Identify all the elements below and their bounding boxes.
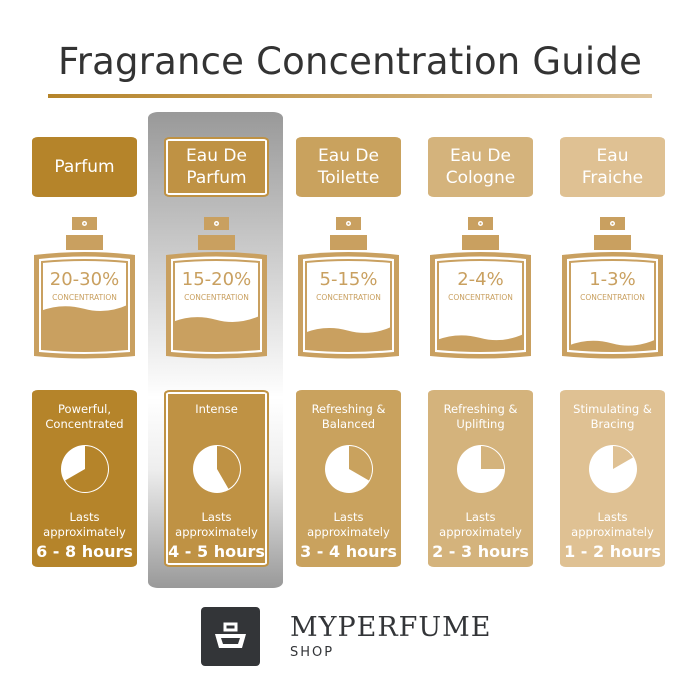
fragrance-column: Eau De Toilette 5-15% CONCENTRATION Refr… [296, 137, 401, 567]
type-name: Eau De Parfum [186, 146, 247, 188]
lasts-label: Lasts approximately [175, 510, 258, 539]
lasts-label: Lasts approximately [307, 510, 390, 539]
lasts-label: Lasts approximately [439, 510, 522, 539]
brand-sub: SHOP [290, 645, 335, 660]
concentration-label: CONCENTRATION [316, 293, 381, 302]
concentration-label: CONCENTRATION [184, 293, 249, 302]
liquid-level [173, 315, 260, 350]
fragrance-column: Parfum 20-30% CONCENTRATION Powerful, Co… [32, 137, 137, 567]
longevity-card: Refreshing & Uplifting Lasts approximate… [428, 390, 533, 567]
liquid-level [569, 339, 656, 350]
hours-value: 4 - 5 hours [168, 542, 265, 561]
description: Refreshing & Uplifting [443, 402, 518, 431]
concentration-label: CONCENTRATION [448, 293, 513, 302]
longevity-card: Powerful, Concentrated Lasts approximate… [32, 390, 137, 567]
type-header: Eau De Parfum [164, 137, 269, 197]
type-header: Eau Fraiche [560, 137, 665, 197]
basket-icon [201, 607, 260, 666]
hours-value: 2 - 3 hours [432, 542, 529, 561]
clock-pie-icon [456, 445, 505, 493]
description: Stimulating & Bracing [573, 402, 652, 431]
bottle-icon [562, 217, 663, 359]
bottle-icon [166, 217, 267, 359]
concentration-label: CONCENTRATION [52, 293, 117, 302]
description: Powerful, Concentrated [45, 402, 124, 431]
longevity-card: Stimulating & Bracing Lasts approximatel… [560, 390, 665, 567]
type-header: Eau De Toilette [296, 137, 401, 197]
type-name: Parfum [54, 157, 115, 177]
type-name: Eau De Cologne [445, 146, 516, 188]
concentration-value: 5-15% [319, 269, 378, 290]
hours-value: 3 - 4 hours [300, 542, 397, 561]
longevity-card: Intense Lasts approximately 4 - 5 hours [164, 390, 269, 567]
page-title: Fragrance Concentration Guide [57, 40, 643, 83]
description: Refreshing & Balanced [311, 402, 386, 431]
bottle-icon [298, 217, 399, 359]
hours-value: 6 - 8 hours [36, 542, 133, 561]
fragrance-column: Eau De Cologne 2-4% CONCENTRATION Refres… [428, 137, 533, 567]
fragrance-column: Eau Fraiche 1-3% CONCENTRATION Stimulati… [560, 137, 665, 567]
type-name: Eau Fraiche [581, 146, 644, 188]
type-header: Eau De Cologne [428, 137, 533, 197]
clock-pie-icon [192, 445, 241, 493]
fragrance-column: Eau De Parfum 15-20% CONCENTRATION Inten… [164, 137, 269, 567]
lasts-label: Lasts approximately [571, 510, 654, 539]
liquid-level [41, 304, 128, 350]
concentration-value: 20-30% [49, 269, 120, 290]
concentration-label: CONCENTRATION [580, 293, 645, 302]
concentration-value: 1-3% [589, 269, 636, 290]
lasts-label: Lasts approximately [43, 510, 126, 539]
clock-pie-icon [60, 445, 109, 493]
liquid-level [305, 326, 392, 350]
brand-name: MYPERFUME [290, 612, 492, 643]
concentration-value: 2-4% [457, 269, 504, 290]
type-name: Eau De Toilette [317, 146, 380, 188]
longevity-card: Refreshing & Balanced Lasts approximatel… [296, 390, 401, 567]
description: Intense [195, 402, 238, 416]
clock-pie-icon [588, 445, 637, 493]
bottle-icon [34, 217, 135, 359]
liquid-level [437, 333, 524, 350]
clock-pie-icon [324, 445, 373, 493]
title-underline [48, 94, 652, 98]
type-header: Parfum [32, 137, 137, 197]
hours-value: 1 - 2 hours [564, 542, 661, 561]
bottle-icon [430, 217, 531, 359]
concentration-value: 15-20% [181, 269, 252, 290]
